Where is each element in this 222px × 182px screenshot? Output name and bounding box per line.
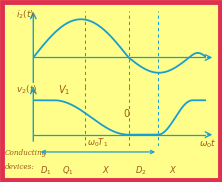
Text: $i_2(t)$: $i_2(t)$: [16, 9, 34, 21]
Text: $0$: $0$: [123, 107, 131, 119]
Text: $D_1$: $D_1$: [40, 164, 51, 177]
Text: $Q_1$: $Q_1$: [62, 164, 74, 177]
Text: devices:: devices:: [4, 163, 34, 171]
Text: $X$: $X$: [102, 164, 110, 175]
Text: $v_2(t)$: $v_2(t)$: [16, 84, 37, 96]
Text: $\omega_0 t$: $\omega_0 t$: [199, 138, 216, 150]
Text: $D_2$: $D_2$: [135, 164, 147, 177]
Text: $X$: $X$: [169, 164, 178, 175]
Text: $\omega_0 T_1$: $\omega_0 T_1$: [87, 137, 109, 149]
Text: Conducting: Conducting: [4, 149, 47, 157]
Text: $V_1$: $V_1$: [58, 83, 71, 96]
